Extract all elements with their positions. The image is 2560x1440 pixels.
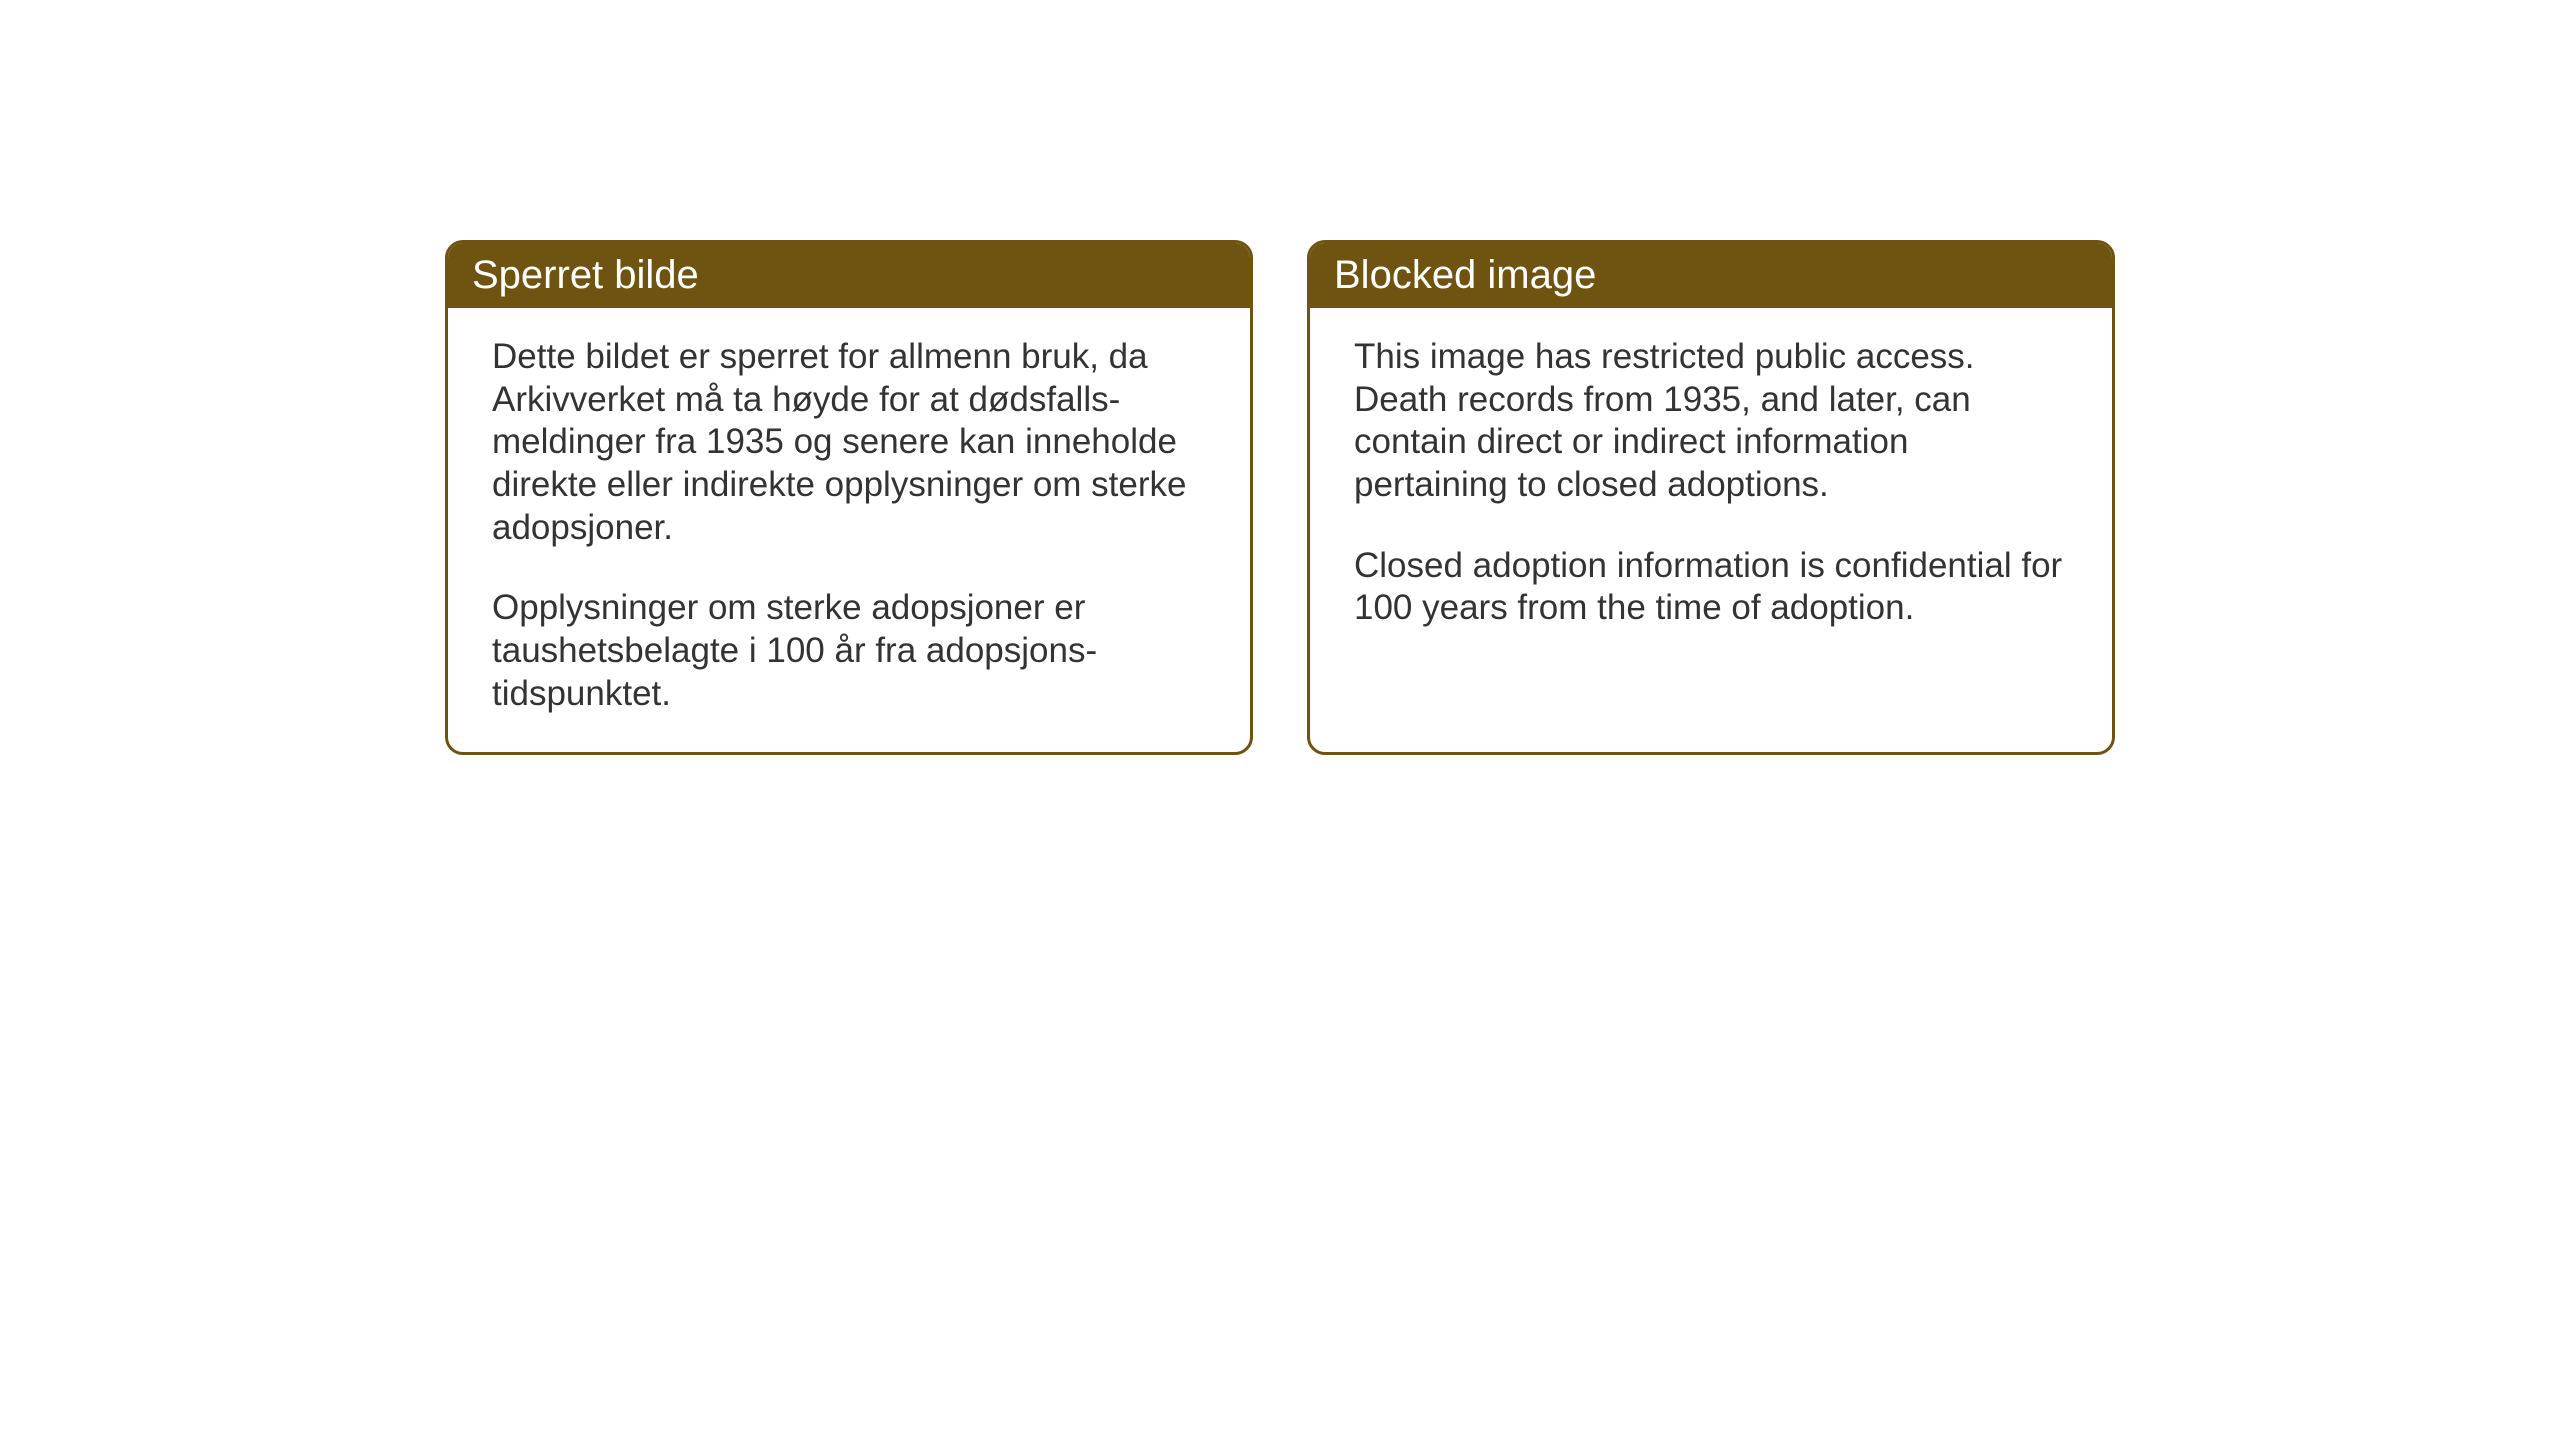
card-norwegian-header: Sperret bilde — [448, 243, 1250, 308]
card-english-paragraph-1: This image has restricted public access.… — [1354, 336, 2068, 507]
card-english-title: Blocked image — [1334, 253, 1596, 297]
cards-container: Sperret bilde Dette bildet er sperret fo… — [445, 240, 2115, 755]
card-english-paragraph-2: Closed adoption information is confident… — [1354, 545, 2068, 630]
card-norwegian-body: Dette bildet er sperret for allmenn bruk… — [448, 308, 1250, 752]
card-english: Blocked image This image has restricted … — [1307, 240, 2115, 755]
card-english-header: Blocked image — [1310, 243, 2112, 308]
card-norwegian-paragraph-1: Dette bildet er sperret for allmenn bruk… — [492, 336, 1206, 549]
card-english-body: This image has restricted public access.… — [1310, 308, 2112, 666]
card-norwegian: Sperret bilde Dette bildet er sperret fo… — [445, 240, 1253, 755]
card-norwegian-title: Sperret bilde — [472, 253, 699, 297]
card-norwegian-paragraph-2: Opplysninger om sterke adopsjoner er tau… — [492, 587, 1206, 715]
